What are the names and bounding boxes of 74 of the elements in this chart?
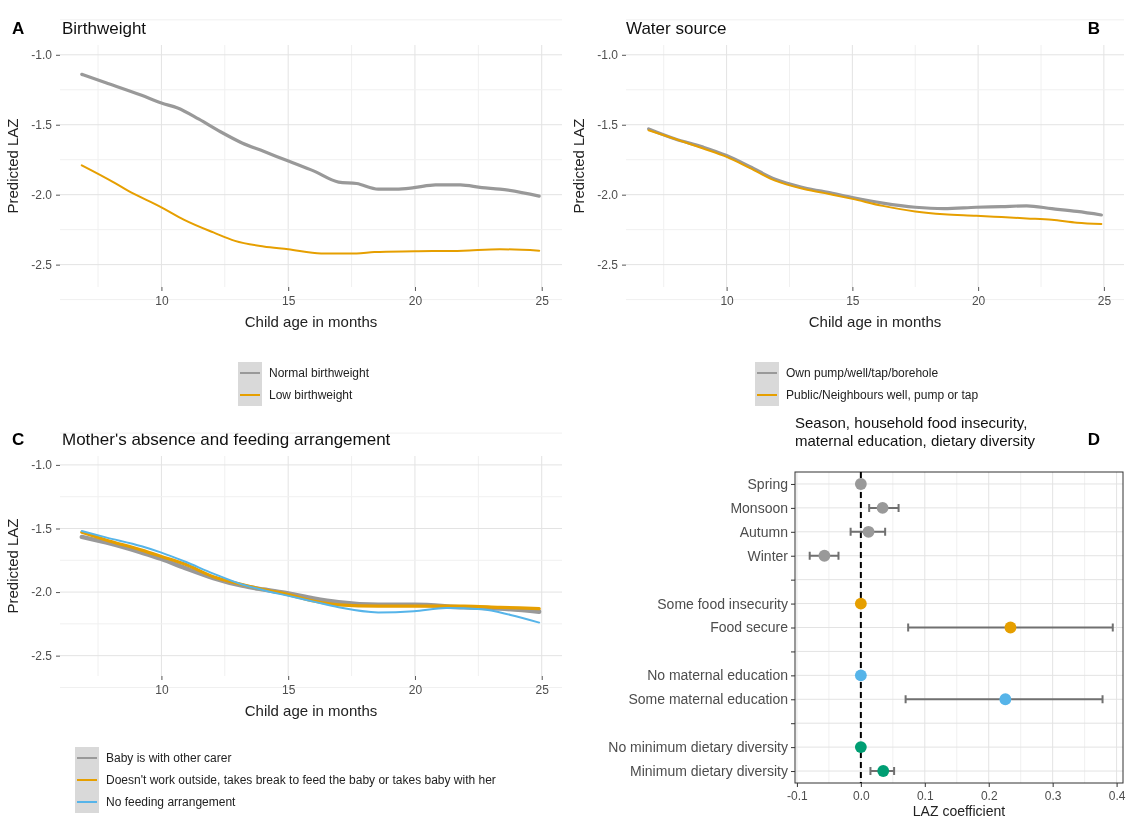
y-tick-label: -2.0 — [31, 585, 53, 600]
point — [876, 501, 889, 514]
y-axis-title: Predicted LAZ — [4, 518, 21, 614]
x-tick-label: 15 — [282, 682, 296, 697]
x-tick-label: 10 — [720, 293, 735, 308]
chart-title: Mother's absence and feeding arrangement — [62, 430, 391, 449]
x-tick-label: 10 — [155, 682, 169, 697]
legend-label: Low birthweight — [269, 388, 354, 402]
y-tick-label: -1.0 — [31, 48, 53, 63]
y-tick-label: No minimum dietary diversity — [608, 739, 788, 756]
point — [854, 478, 867, 490]
x-tick-label: 25 — [1097, 293, 1112, 308]
y-tick-label: -2.5 — [597, 257, 619, 272]
text: A — [12, 19, 25, 38]
x-tick-label: 0.3 — [1044, 788, 1062, 803]
point — [854, 597, 867, 610]
line-series — [80, 164, 541, 255]
y-tick-label: -2.5 — [31, 648, 53, 663]
point — [862, 525, 875, 538]
x-tick-label: 0.4 — [1108, 788, 1126, 803]
y-tick-label: -1.5 — [31, 521, 53, 536]
x-tick-label: -0.1 — [787, 788, 809, 803]
point — [1004, 621, 1017, 634]
y-tick-label: No maternal education — [647, 667, 788, 684]
y-tick-label: -1.5 — [31, 118, 53, 133]
x-tick-label: 20 — [971, 293, 986, 308]
chart-title: Birthweight — [62, 19, 147, 38]
x-tick-label: 15 — [846, 293, 860, 308]
x-tick-label: 20 — [408, 682, 423, 697]
y-tick-label: Autumn — [739, 523, 788, 540]
legend-label: Baby is with other carer — [106, 751, 232, 765]
y-tick-label: -1.0 — [597, 48, 619, 63]
y-tick-label: -1.5 — [597, 118, 619, 133]
x-tick-label: 20 — [408, 293, 423, 308]
point — [999, 693, 1012, 706]
x-tick-label: 25 — [535, 293, 550, 308]
legend-label: Doesn't work outside, takes break to feed the baby or takes baby with her — [106, 773, 496, 787]
point — [854, 741, 867, 754]
text: B — [1087, 19, 1100, 38]
y-tick-label: -2.0 — [597, 188, 619, 203]
text: D — [1087, 430, 1100, 449]
x-tick-label: 0.0 — [853, 788, 871, 803]
y-tick-label: -1.0 — [31, 458, 53, 473]
legend-label: Normal birthweight — [269, 366, 370, 380]
y-tick-label: Winter — [747, 547, 789, 564]
text: C — [12, 430, 25, 449]
y-tick-label: Minimum dietary diversity — [630, 763, 788, 780]
y-tick-label: Some maternal education — [628, 691, 788, 708]
x-tick-label: 15 — [282, 293, 296, 308]
point — [854, 669, 867, 682]
chart-title: Water source — [626, 19, 727, 38]
y-tick-label: -2.0 — [31, 188, 53, 203]
x-axis-title: LAZ coefficient — [912, 803, 1006, 819]
y-axis-title: Predicted LAZ — [570, 118, 587, 214]
legend-label: Public/Neighbours well, pump or tap — [786, 388, 979, 402]
y-tick-label: -2.5 — [31, 257, 53, 272]
x-tick-label: 0.1 — [916, 788, 934, 803]
x-axis-title: Child age in months — [244, 702, 378, 719]
legend-label: Own pump/well/tap/borehole — [786, 366, 939, 380]
x-axis-title: Child age in months — [808, 313, 942, 330]
y-tick-label: Spring — [747, 475, 788, 492]
chart-title: Season, household food insecurity, maternal education, dietary diversity — [795, 414, 1036, 449]
point — [818, 549, 831, 562]
x-tick-label: 10 — [155, 293, 169, 308]
y-axis-title: Predicted LAZ — [4, 118, 21, 214]
y-tick-label: Some food insecurity — [657, 595, 788, 612]
y-tick-label: Monsoon — [730, 499, 788, 516]
x-tick-label: 0.2 — [980, 788, 998, 803]
line-series — [80, 72, 541, 198]
x-axis-title: Child age in months — [244, 313, 378, 330]
legend-label: No feeding arrangement — [106, 795, 237, 809]
x-tick-label: 25 — [535, 682, 550, 697]
y-tick-label: Food secure — [710, 619, 789, 636]
point — [877, 765, 890, 777]
